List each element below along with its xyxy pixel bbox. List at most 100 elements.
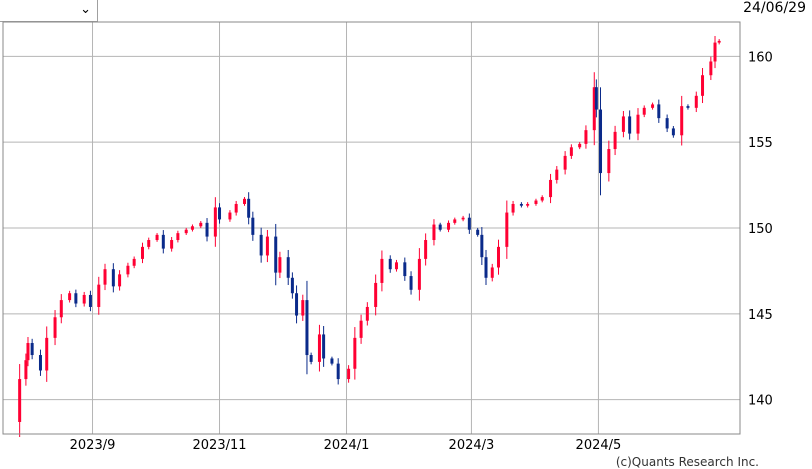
- candle-body: [309, 355, 313, 362]
- candle-body: [642, 107, 646, 115]
- candle-body: [140, 246, 144, 259]
- chevron-down-icon: ⌄: [80, 2, 91, 17]
- candle-body: [322, 334, 326, 359]
- candle-body: [686, 106, 690, 108]
- candle-body: [305, 300, 309, 356]
- candle-body: [709, 61, 713, 76]
- candle-body: [126, 265, 130, 275]
- x-tick-label: 2024/1: [324, 438, 370, 453]
- candle-body: [111, 269, 115, 287]
- candle-body: [432, 224, 436, 241]
- candle-body: [155, 234, 159, 241]
- candle-body: [555, 169, 559, 180]
- candle-body: [511, 203, 515, 213]
- candle-body: [265, 236, 269, 256]
- candle-body: [701, 75, 705, 96]
- candle-body: [228, 212, 232, 220]
- candle-body: [26, 343, 30, 361]
- candle-body: [213, 207, 217, 237]
- candle-body: [540, 197, 544, 201]
- candle-body: [424, 240, 428, 259]
- candle-body: [103, 269, 107, 285]
- chart-date: 24/06/29: [743, 0, 806, 16]
- candle-body: [467, 217, 471, 230]
- candle-body: [394, 262, 398, 270]
- candle-body: [161, 234, 165, 249]
- candle-body: [147, 240, 151, 247]
- x-tick-label: 2024/3: [449, 438, 495, 453]
- candle-body: [132, 258, 136, 266]
- candle-body: [628, 116, 632, 134]
- candle-body: [409, 276, 413, 290]
- candle-body: [613, 131, 617, 150]
- chart-grid: [3, 22, 740, 434]
- candle-body: [24, 360, 28, 380]
- candle-body: [330, 358, 334, 364]
- candle-body: [317, 334, 321, 362]
- candle-body: [671, 128, 675, 136]
- candle-body: [184, 229, 188, 234]
- candle-body: [234, 203, 238, 213]
- candle-body: [505, 212, 509, 247]
- candle-body: [336, 363, 340, 380]
- candle-body: [176, 233, 180, 241]
- candle-body: [347, 368, 351, 380]
- candle-body: [251, 217, 255, 235]
- candle-body: [190, 226, 194, 230]
- candle-body: [74, 293, 78, 304]
- candle-body: [461, 217, 465, 220]
- candle-body: [636, 114, 640, 134]
- candle-body: [665, 118, 669, 129]
- candle-body: [519, 203, 523, 206]
- candle-body: [549, 179, 553, 198]
- y-tick-label: 145: [748, 308, 773, 323]
- x-tick-label: 2023/9: [70, 438, 116, 453]
- y-tick-label: 150: [748, 222, 773, 237]
- candle-body: [359, 320, 363, 338]
- candle-body: [45, 337, 49, 371]
- candle-body: [30, 343, 34, 356]
- candle-body: [578, 143, 582, 148]
- candle-body: [717, 40, 721, 43]
- candle-body: [118, 274, 122, 287]
- y-tick-label: 140: [748, 394, 773, 409]
- candle-body: [534, 200, 538, 204]
- plot-frame: [2, 21, 741, 435]
- candle-body: [290, 277, 294, 294]
- y-axis: 140 145 150 155 160: [748, 50, 773, 408]
- candle-body: [447, 222, 451, 230]
- candle-body: [607, 149, 611, 174]
- candle-body: [403, 262, 407, 277]
- candle-body: [476, 229, 480, 235]
- candle-body: [243, 198, 247, 204]
- candle-body: [584, 130, 588, 144]
- candle-body: [374, 282, 378, 307]
- candle-body: [680, 106, 684, 136]
- candle-body: [713, 42, 717, 62]
- candle-series: [18, 35, 721, 438]
- candle-body: [651, 104, 655, 108]
- candle-body: [526, 203, 530, 206]
- candle-body: [286, 257, 290, 278]
- candle-body: [569, 147, 573, 156]
- candle-body: [199, 222, 203, 227]
- candle-body: [490, 267, 494, 278]
- candle-body: [88, 294, 92, 307]
- candle-body: [53, 317, 57, 338]
- x-axis: 2023/9 2023/11 2024/1 2024/3 2024/5: [70, 438, 622, 453]
- candle-body: [417, 258, 421, 290]
- candle-body: [380, 258, 384, 283]
- y-tick-label: 155: [748, 136, 773, 151]
- candle-body: [657, 104, 661, 119]
- candle-body: [218, 207, 222, 220]
- candle-body: [68, 293, 72, 301]
- candle-body: [621, 116, 625, 132]
- candle-body: [484, 257, 488, 278]
- credit-text: (c)Quants Research Inc.: [616, 455, 759, 469]
- x-tick-label: 2023/11: [193, 438, 247, 453]
- candle-body: [59, 300, 63, 318]
- candle-body: [496, 246, 500, 268]
- candle-body: [365, 306, 369, 321]
- candle-body: [170, 240, 174, 249]
